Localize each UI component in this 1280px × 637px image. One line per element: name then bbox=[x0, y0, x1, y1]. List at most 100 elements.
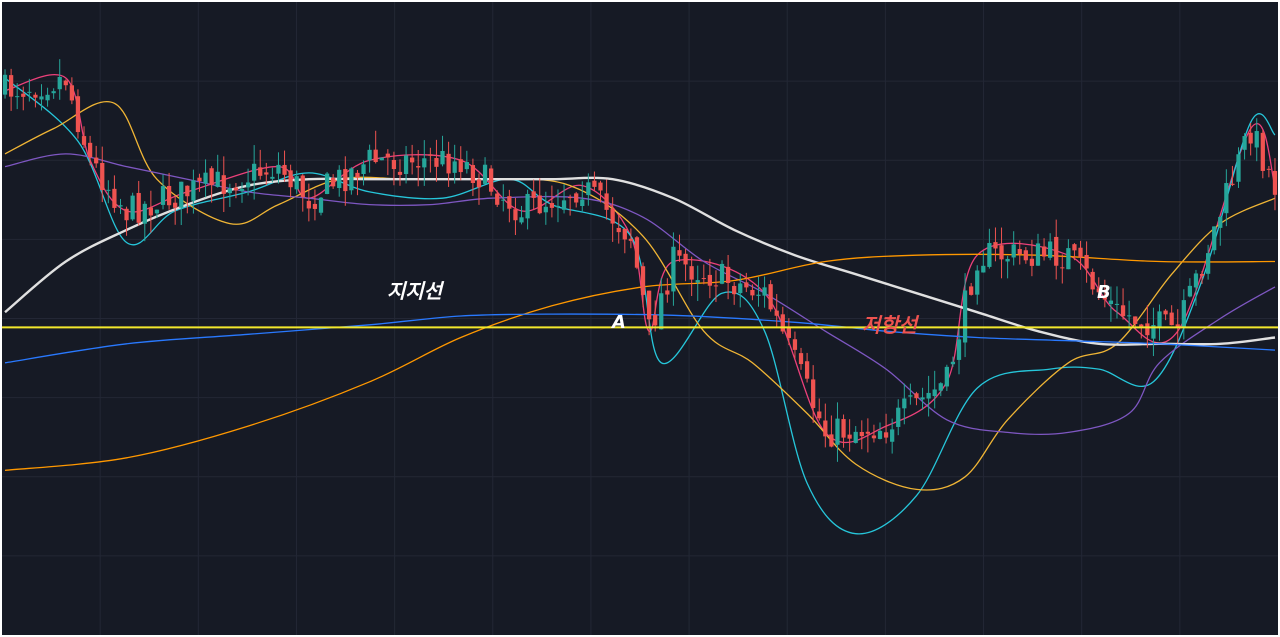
candle bbox=[610, 197, 615, 242]
candle-body bbox=[987, 242, 992, 267]
candle bbox=[513, 197, 518, 235]
candle-body bbox=[324, 173, 330, 195]
candle bbox=[349, 167, 354, 195]
candle-body bbox=[355, 172, 360, 178]
candle bbox=[847, 419, 852, 452]
candle bbox=[908, 383, 913, 405]
candle-body bbox=[361, 164, 366, 174]
candle bbox=[1011, 231, 1016, 266]
candle bbox=[501, 184, 506, 212]
candle-body bbox=[373, 149, 378, 163]
candle-body bbox=[914, 393, 919, 399]
candle bbox=[896, 399, 901, 436]
candle bbox=[829, 415, 834, 448]
candle-body bbox=[1090, 271, 1095, 290]
candle bbox=[1048, 233, 1053, 261]
candle-body bbox=[531, 191, 536, 198]
candle-body bbox=[549, 203, 555, 208]
candle bbox=[713, 270, 719, 303]
candle bbox=[981, 250, 986, 273]
candle-body bbox=[452, 161, 457, 173]
candle bbox=[640, 262, 646, 308]
candle bbox=[312, 189, 318, 221]
candle-body bbox=[87, 142, 93, 158]
candle-body bbox=[349, 168, 354, 191]
candle-body bbox=[69, 85, 75, 101]
candle-body bbox=[51, 91, 56, 94]
candle bbox=[106, 180, 111, 204]
candle-body bbox=[999, 245, 1004, 260]
candle bbox=[677, 234, 682, 262]
candle-body bbox=[750, 289, 755, 296]
candle-body bbox=[470, 165, 476, 184]
candle bbox=[1078, 240, 1083, 270]
candle-body bbox=[1199, 274, 1205, 276]
candle-body bbox=[1054, 236, 1059, 266]
candle-body bbox=[1048, 241, 1053, 258]
candle-body bbox=[209, 168, 214, 186]
candle-body bbox=[8, 75, 14, 97]
candle bbox=[792, 331, 798, 359]
candle bbox=[112, 175, 117, 213]
candle-body bbox=[148, 207, 153, 216]
candle bbox=[859, 420, 864, 450]
candle-body bbox=[1272, 170, 1278, 195]
candle-body bbox=[1157, 311, 1162, 328]
candle-body bbox=[774, 310, 779, 316]
candle bbox=[768, 280, 773, 312]
candle bbox=[653, 300, 658, 332]
candle bbox=[294, 170, 299, 194]
candle bbox=[1096, 277, 1101, 301]
candle bbox=[798, 347, 804, 370]
candle bbox=[1169, 305, 1174, 326]
candle bbox=[549, 185, 555, 218]
candle-body bbox=[45, 94, 50, 101]
candle bbox=[373, 130, 378, 164]
candle bbox=[130, 192, 135, 221]
candle-body bbox=[707, 274, 713, 286]
candle bbox=[877, 422, 883, 440]
candle bbox=[75, 89, 81, 139]
candle-body bbox=[245, 182, 251, 188]
candle bbox=[701, 264, 706, 285]
candle bbox=[118, 198, 123, 214]
candle-body bbox=[221, 175, 226, 194]
candle-body bbox=[877, 430, 883, 439]
candle-body bbox=[227, 188, 232, 194]
candle bbox=[440, 135, 445, 167]
candle-body bbox=[288, 170, 293, 188]
candle bbox=[1023, 247, 1028, 264]
candle-body bbox=[300, 175, 305, 197]
candle bbox=[1005, 255, 1010, 279]
candle bbox=[932, 370, 937, 409]
candle bbox=[258, 149, 263, 180]
candle bbox=[1187, 278, 1193, 298]
candle-body bbox=[489, 168, 494, 192]
candle-body bbox=[94, 157, 99, 164]
candle bbox=[452, 144, 457, 184]
candle-body bbox=[1072, 244, 1077, 251]
candle-body bbox=[312, 203, 318, 209]
candle bbox=[179, 181, 184, 226]
candle bbox=[1230, 165, 1235, 187]
candle bbox=[476, 173, 482, 205]
candle bbox=[87, 135, 93, 166]
candle bbox=[318, 197, 324, 216]
candle bbox=[1242, 133, 1247, 160]
candle-body bbox=[956, 339, 962, 360]
candle bbox=[410, 144, 415, 175]
candle bbox=[470, 158, 476, 196]
candle-body bbox=[604, 193, 609, 210]
candle-body bbox=[525, 193, 530, 219]
candle-body bbox=[440, 150, 445, 165]
candle bbox=[215, 154, 220, 188]
candle bbox=[355, 169, 360, 196]
candle-body bbox=[458, 159, 463, 173]
candle bbox=[999, 227, 1004, 279]
candle-body bbox=[403, 155, 409, 175]
candle-body bbox=[701, 278, 706, 280]
candle-body bbox=[926, 392, 931, 399]
candle-body bbox=[203, 172, 208, 184]
candle bbox=[744, 272, 749, 293]
